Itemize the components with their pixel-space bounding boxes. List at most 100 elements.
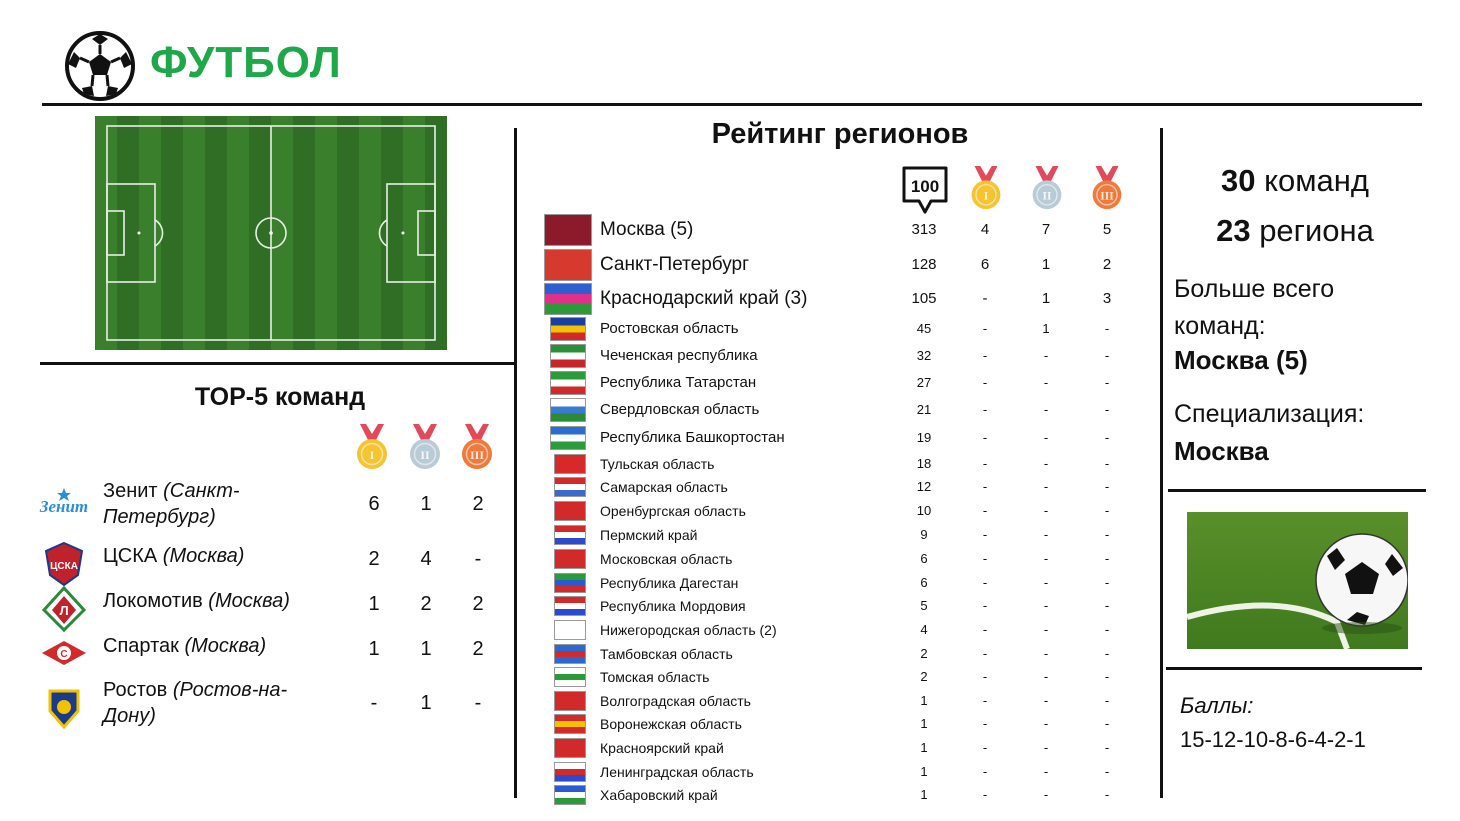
region-silver: 7 bbox=[1041, 221, 1051, 238]
region-silver: - bbox=[1043, 598, 1049, 614]
team-city: (Санкт-Петербург) bbox=[103, 480, 240, 528]
region-row: Воронежская область 1 - - - bbox=[544, 714, 1144, 734]
region-name: Ленинградская область bbox=[600, 763, 754, 780]
svg-text:ЦСКА: ЦСКА bbox=[50, 561, 78, 572]
region-silver: - bbox=[1043, 693, 1049, 709]
region-name: Московская область bbox=[600, 550, 733, 567]
region-gold: - bbox=[982, 527, 988, 543]
region-gold: - bbox=[982, 598, 988, 614]
team-bronze-count: 2 bbox=[472, 638, 484, 660]
region-bronze: - bbox=[1104, 479, 1110, 495]
region-gold: - bbox=[982, 740, 988, 756]
region-points: 128 bbox=[911, 256, 937, 273]
gold-medal-icon: I bbox=[357, 424, 387, 469]
region-name: Оренбургская область bbox=[600, 502, 746, 519]
region-flag-icon bbox=[554, 762, 586, 782]
score-label: Баллы: bbox=[1180, 693, 1254, 718]
region-row: Волгоградская область 1 - - - bbox=[544, 691, 1144, 711]
region-silver: - bbox=[1043, 622, 1049, 638]
region-points: 1 bbox=[920, 764, 928, 780]
left-column-separator bbox=[514, 128, 517, 798]
right-divider-1 bbox=[1168, 489, 1426, 492]
region-silver: - bbox=[1043, 551, 1049, 567]
region-row: Ленинградская область 1 - - - bbox=[544, 762, 1144, 782]
team-silver-count: 1 bbox=[420, 692, 432, 714]
region-bronze: - bbox=[1104, 551, 1110, 567]
region-row: Тамбовская область 2 - - - bbox=[544, 644, 1144, 664]
region-row: Пермский край 9 - - - bbox=[544, 525, 1144, 545]
region-bronze: - bbox=[1104, 321, 1110, 337]
most-teams-label: Больше всего команд: bbox=[1174, 275, 1335, 340]
region-points: 105 bbox=[911, 290, 937, 307]
gold-medal-icon: I bbox=[971, 166, 1001, 210]
region-gold: 4 bbox=[980, 221, 990, 238]
region-name: Краснодарский край (3) bbox=[600, 287, 808, 309]
region-flag-icon bbox=[554, 525, 586, 545]
region-flag-icon bbox=[544, 214, 592, 246]
region-bronze: - bbox=[1104, 503, 1110, 519]
most-teams-value: Москва (5) bbox=[1174, 345, 1308, 375]
rating-title: Рейтинг регионов bbox=[711, 118, 969, 150]
region-silver: - bbox=[1043, 575, 1049, 591]
region-row: Чеченская республика 32 - - - bbox=[544, 344, 1144, 368]
header-divider bbox=[42, 103, 1422, 106]
bronze-medal-icon: III bbox=[1092, 166, 1122, 210]
region-bronze: - bbox=[1104, 787, 1110, 803]
region-gold: - bbox=[982, 787, 988, 803]
region-bronze: - bbox=[1104, 375, 1110, 391]
team-title: ЦСКА bbox=[103, 545, 163, 567]
region-row: Республика Мордовия 5 - - - bbox=[544, 596, 1144, 616]
team-title: Спартак bbox=[103, 635, 185, 657]
region-gold: - bbox=[982, 646, 988, 662]
region-flag-icon bbox=[554, 620, 586, 640]
top5-team-row: Ростов (Ростов-на-Дону) - 1 - bbox=[38, 677, 508, 733]
team-bronze-count: 2 bbox=[472, 493, 484, 515]
region-row: Оренбургская область 10 - - - bbox=[544, 501, 1144, 521]
team-title: Локомотив bbox=[103, 590, 209, 612]
region-gold: - bbox=[982, 321, 988, 337]
region-bronze: 5 bbox=[1102, 221, 1112, 238]
region-flag-icon bbox=[554, 714, 586, 734]
region-name: Москва (5) bbox=[600, 218, 694, 240]
region-points: 5 bbox=[920, 598, 928, 614]
region-gold: - bbox=[982, 503, 988, 519]
region-points: 18 bbox=[916, 456, 932, 472]
region-silver: - bbox=[1043, 716, 1049, 732]
score-value: 15-12-10-8-6-4-2-1 bbox=[1180, 727, 1366, 752]
region-flag-icon bbox=[554, 549, 586, 569]
region-points: 2 bbox=[920, 669, 928, 685]
region-silver: 1 bbox=[1041, 290, 1051, 307]
svg-text:I: I bbox=[370, 448, 375, 462]
region-row: Красноярский край 1 - - - bbox=[544, 738, 1144, 758]
region-flag-icon bbox=[554, 785, 586, 805]
region-bronze: - bbox=[1104, 693, 1110, 709]
top5-title: TOP-5 команд bbox=[194, 383, 366, 411]
region-gold: 6 bbox=[980, 256, 990, 273]
region-points: 9 bbox=[920, 527, 928, 543]
svg-text:С: С bbox=[60, 649, 67, 660]
region-name: Республика Мордовия bbox=[600, 597, 746, 614]
region-bronze: - bbox=[1104, 646, 1110, 662]
region-silver: - bbox=[1043, 527, 1049, 543]
region-points: 10 bbox=[916, 503, 932, 519]
region-flag-icon bbox=[544, 283, 592, 315]
region-name: Тамбовская область bbox=[600, 645, 733, 662]
region-name: Республика Дагестан bbox=[600, 574, 739, 591]
region-name: Ростовская область bbox=[600, 320, 739, 337]
spartak-logo-icon: С bbox=[42, 641, 86, 665]
region-name: Самарская область bbox=[600, 478, 728, 495]
region-row: Самарская область 12 - - - bbox=[544, 477, 1144, 497]
svg-text:I: I bbox=[984, 191, 989, 203]
region-points: 1 bbox=[920, 740, 928, 756]
region-silver: - bbox=[1043, 503, 1049, 519]
team-gold-count: 1 bbox=[368, 638, 380, 660]
team-gold-count: 1 bbox=[368, 593, 380, 615]
region-flag-icon bbox=[544, 249, 592, 281]
region-points: 32 bbox=[916, 348, 932, 364]
region-bronze: - bbox=[1104, 402, 1110, 418]
region-flag-icon bbox=[554, 454, 586, 474]
region-gold: - bbox=[982, 693, 988, 709]
rostov-logo-icon bbox=[48, 689, 80, 730]
region-row: Свердловская область 21 - - - bbox=[544, 398, 1144, 422]
region-gold: - bbox=[982, 622, 988, 638]
